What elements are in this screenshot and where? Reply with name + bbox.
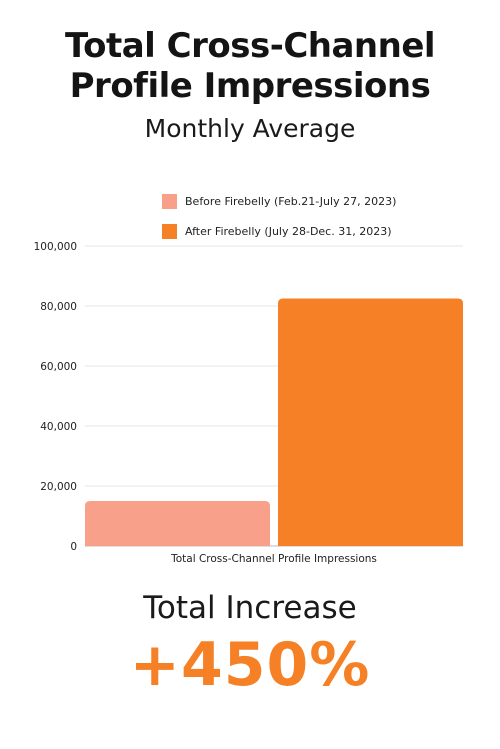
legend-swatch-before [162,193,177,209]
legend-label-after: After Firebelly (July 28-Dec. 31, 2023) [185,224,392,238]
chart-title: Total Cross-Channel Profile Impressions [0,26,500,106]
y-tick-label: 60,000 [40,361,77,373]
chart-title-line-2: Profile Impressions [69,66,431,106]
y-tick-label: 80,000 [40,301,77,313]
x-category-label: Total Cross-Channel Profile Impressions [170,553,377,565]
total-increase-label: Total Increase [143,590,357,626]
chart-subtitle: Monthly Average [144,114,356,143]
legend-swatch-after [162,223,177,239]
y-axis-ticks: 0 20,000 40,000 60,000 80,000 100,000 [34,241,77,553]
bar-before-firebelly [85,501,270,546]
x-axis-labels: Total Cross-Channel Profile Impressions [170,553,377,565]
y-tick-label: 20,000 [40,481,77,493]
y-tick-label: 0 [70,541,77,553]
chart-title-line-1: Total Cross-Channel [64,26,436,66]
bars [85,298,463,546]
legend-item-before: Before Firebelly (Feb.21-July 27, 2023) [162,192,462,210]
chart-legend: Before Firebelly (Feb.21-July 27, 2023) … [162,192,462,252]
bar-chart: 0 20,000 40,000 60,000 80,000 100,000 Total C… [34,241,463,565]
legend-label-before: Before Firebelly (Feb.21-July 27, 2023) [185,194,397,208]
y-tick-label: 40,000 [40,421,77,433]
bar-after-firebelly [278,298,463,546]
y-tick-label: 100,000 [34,241,77,253]
legend-item-after: After Firebelly (July 28-Dec. 31, 2023) [162,222,462,240]
total-increase-value: +450% [129,630,371,700]
